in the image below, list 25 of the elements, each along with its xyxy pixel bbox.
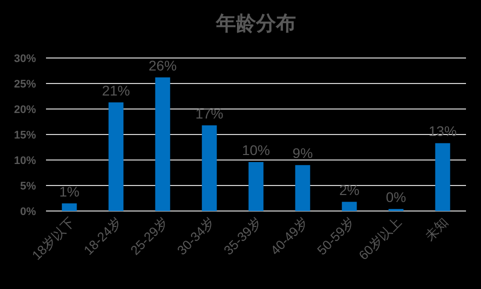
data-label: 10% [242, 142, 270, 158]
bar [248, 162, 264, 211]
y-tick-label: 5% [20, 180, 36, 192]
bar [435, 143, 450, 211]
data-label: 17% [195, 105, 224, 122]
data-label: 26% [148, 57, 177, 74]
bar [108, 102, 124, 211]
x-tick-label: 未知 [422, 214, 451, 244]
bar [62, 203, 77, 211]
y-tick-label: 25% [14, 78, 36, 90]
data-label: 2% [339, 182, 360, 198]
chart-title: 年龄分布 [215, 13, 296, 35]
y-tick-label: 10% [14, 155, 36, 167]
bar [202, 125, 217, 211]
data-label: 0% [386, 188, 406, 205]
y-tick-label: 20% [14, 104, 36, 116]
data-label: 21% [102, 82, 130, 98]
bar [295, 165, 310, 211]
bar [342, 202, 357, 211]
x-tick-label: 60岁以上 [356, 214, 404, 263]
data-label: 9% [292, 145, 313, 162]
y-tick-label: 15% [14, 130, 36, 142]
data-label: 1% [59, 183, 80, 200]
y-tick-label: 30% [14, 53, 36, 65]
bar [155, 77, 170, 211]
